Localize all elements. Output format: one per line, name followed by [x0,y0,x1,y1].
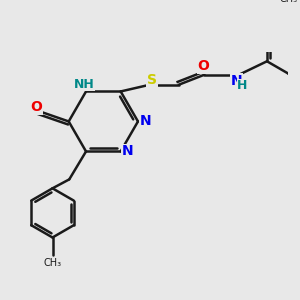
Text: CH₃: CH₃ [44,258,62,268]
Text: N: N [230,74,242,88]
Text: S: S [147,73,157,87]
Text: N: N [140,114,151,128]
Text: N: N [122,144,134,158]
Text: NH: NH [74,78,94,91]
Text: O: O [30,100,42,115]
Text: O: O [197,59,209,73]
Text: CH₃: CH₃ [279,0,297,4]
Text: H: H [237,80,248,92]
